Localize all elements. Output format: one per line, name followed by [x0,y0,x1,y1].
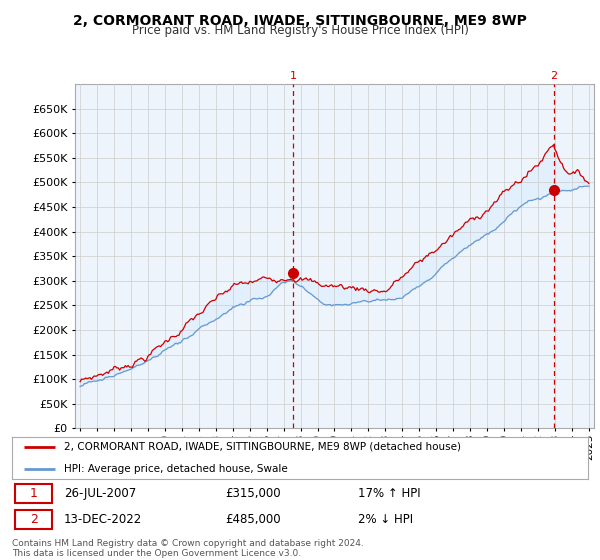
Text: 17% ↑ HPI: 17% ↑ HPI [358,487,420,500]
Text: £485,000: £485,000 [225,514,281,526]
Text: 2: 2 [551,71,558,81]
Text: 2, CORMORANT ROAD, IWADE, SITTINGBOURNE, ME9 8WP: 2, CORMORANT ROAD, IWADE, SITTINGBOURNE,… [73,14,527,28]
Text: 2: 2 [29,514,38,526]
FancyBboxPatch shape [15,484,52,503]
Text: Price paid vs. HM Land Registry's House Price Index (HPI): Price paid vs. HM Land Registry's House … [131,24,469,37]
Text: 1: 1 [290,71,297,81]
Text: 2, CORMORANT ROAD, IWADE, SITTINGBOURNE, ME9 8WP (detached house): 2, CORMORANT ROAD, IWADE, SITTINGBOURNE,… [64,442,461,452]
Text: 13-DEC-2022: 13-DEC-2022 [64,514,142,526]
Text: 1: 1 [29,487,38,500]
Text: Contains HM Land Registry data © Crown copyright and database right 2024.
This d: Contains HM Land Registry data © Crown c… [12,539,364,558]
Text: HPI: Average price, detached house, Swale: HPI: Average price, detached house, Swal… [64,464,287,474]
Text: 26-JUL-2007: 26-JUL-2007 [64,487,136,500]
FancyBboxPatch shape [15,510,52,530]
Text: 2% ↓ HPI: 2% ↓ HPI [358,514,413,526]
Text: £315,000: £315,000 [225,487,281,500]
